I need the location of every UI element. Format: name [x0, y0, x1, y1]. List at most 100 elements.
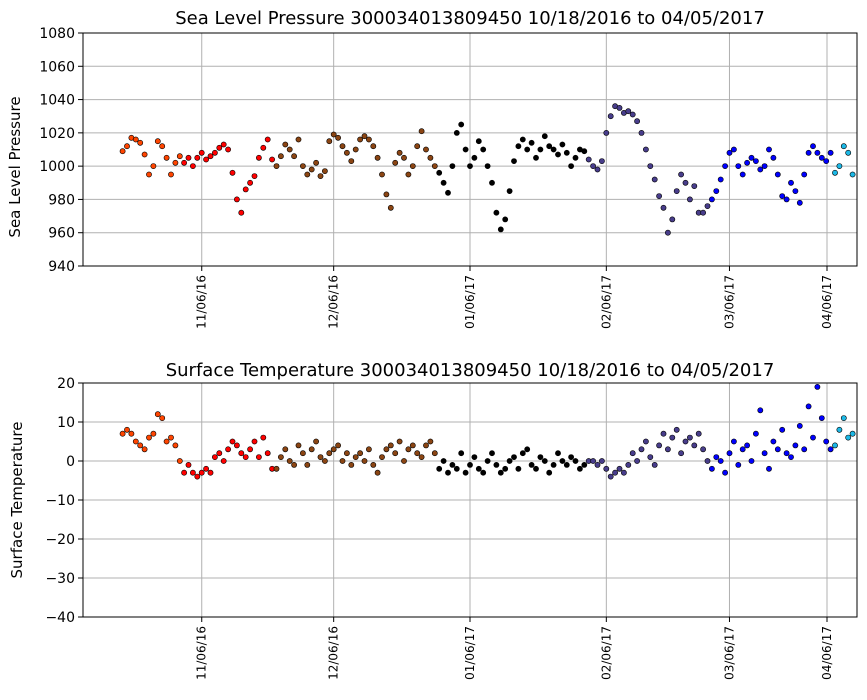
- data-point: [770, 154, 777, 161]
- data-point: [489, 450, 495, 457]
- data-point: [836, 163, 843, 169]
- data-point: [594, 166, 601, 173]
- data-point: [409, 163, 416, 169]
- series-1: [181, 434, 275, 480]
- series-2: [273, 438, 438, 476]
- data-point: [233, 442, 240, 449]
- data-point: [436, 169, 443, 176]
- data-point: [181, 159, 187, 166]
- data-point: [731, 146, 737, 153]
- data-point: [533, 154, 539, 161]
- y-tick-label: 940: [48, 259, 75, 275]
- data-point: [154, 138, 161, 145]
- data-point: [313, 159, 319, 166]
- series-0: [119, 134, 183, 178]
- data-point: [379, 171, 385, 178]
- series-2: [273, 128, 438, 211]
- data-point: [559, 458, 566, 464]
- data-point: [255, 154, 262, 161]
- data-point: [335, 134, 341, 141]
- data-point: [735, 163, 742, 169]
- data-point: [396, 438, 403, 445]
- data-point: [418, 128, 425, 135]
- data-point: [168, 434, 174, 441]
- data-point: [119, 430, 126, 437]
- data-point: [519, 450, 526, 457]
- data-point: [541, 458, 548, 464]
- data-point: [796, 199, 803, 206]
- data-point: [801, 171, 808, 178]
- data-point: [818, 154, 825, 161]
- data-point: [370, 143, 377, 150]
- data-point: [119, 148, 126, 155]
- data-point: [796, 422, 803, 429]
- series-5: [709, 383, 834, 476]
- data-point: [440, 458, 447, 464]
- data-point: [572, 154, 579, 161]
- data-point: [295, 442, 302, 449]
- data-point: [299, 450, 306, 457]
- data-point: [387, 442, 394, 449]
- data-point: [502, 465, 509, 472]
- data-point: [827, 149, 834, 156]
- data-point: [704, 458, 711, 464]
- data-point: [502, 216, 509, 223]
- data-point: [194, 473, 201, 480]
- data-point: [836, 426, 843, 433]
- data-point: [321, 458, 328, 464]
- data-point: [216, 144, 223, 151]
- x-tick-label: 04/06/17: [820, 626, 834, 680]
- data-point: [840, 415, 847, 421]
- data-point: [251, 173, 258, 179]
- data-point: [801, 446, 808, 453]
- data-point: [273, 163, 280, 169]
- data-point: [634, 458, 640, 464]
- data-point: [282, 141, 289, 148]
- data-point: [497, 226, 504, 233]
- sea-level-pressure-chart: Sea Level Pressure 300034013809450 10/18…: [6, 8, 858, 329]
- data-point: [524, 146, 531, 153]
- data-point: [480, 469, 487, 476]
- data-point: [753, 430, 759, 437]
- data-point: [484, 458, 491, 464]
- data-point: [330, 446, 337, 453]
- data-point: [537, 454, 544, 460]
- data-point: [607, 113, 614, 120]
- data-point: [343, 450, 350, 457]
- series-3: [436, 121, 588, 233]
- data-point: [739, 446, 746, 453]
- data-point: [242, 186, 249, 193]
- data-point: [827, 446, 834, 453]
- y-tick-label: −40: [45, 610, 75, 626]
- gridlines: [83, 32, 857, 267]
- data-point: [678, 171, 684, 178]
- y-tick-label: −10: [45, 493, 75, 509]
- y-tick-label: 980: [48, 192, 75, 208]
- data-point: [722, 469, 728, 476]
- data-point: [150, 430, 157, 437]
- data-point: [357, 136, 363, 143]
- data-point: [783, 450, 790, 457]
- data-point: [546, 469, 553, 476]
- data-point: [581, 148, 588, 155]
- data-point: [726, 450, 733, 457]
- data-point: [634, 118, 640, 125]
- data-point: [317, 454, 324, 460]
- data-point: [669, 216, 676, 223]
- x-tick-label: 01/06/17: [463, 275, 477, 329]
- data-point: [181, 469, 187, 476]
- data-point: [273, 465, 280, 472]
- data-point: [361, 458, 368, 464]
- data-point: [475, 465, 482, 472]
- data-point: [159, 415, 166, 421]
- data-point: [524, 446, 531, 453]
- data-point: [700, 209, 706, 216]
- data-point: [176, 458, 183, 464]
- data-point: [563, 149, 570, 156]
- data-point: [304, 461, 311, 468]
- data-point: [625, 108, 632, 115]
- data-point: [761, 163, 768, 169]
- series-0: [119, 411, 183, 464]
- data-point: [590, 163, 596, 169]
- y-tick-label: 960: [48, 226, 75, 242]
